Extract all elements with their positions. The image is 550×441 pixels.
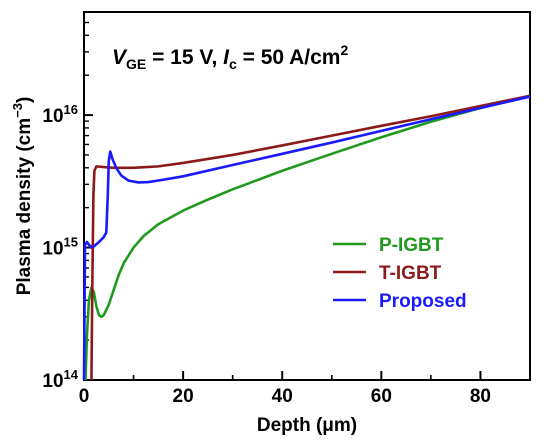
legend-label-p-igbt: P-IGBT [379,235,444,256]
series-layer [82,94,531,381]
y-tick-label-0: 1014 [42,367,78,392]
legend-label-proposed: Proposed [379,291,467,312]
x-tick-label-2: 40 [272,386,293,407]
series-line-t-igbt [90,94,531,381]
series-line-p-igbt [84,94,531,381]
ticks-layer: 0 20 40 60 80 1014 1015 1016 [42,21,491,407]
x-tick-label-0: 0 [79,386,90,407]
y-tick-label-1: 1015 [42,235,78,260]
x-tick-label-4: 80 [470,386,491,407]
legend-label-t-igbt: T-IGBT [379,263,442,284]
series-line-proposed [82,95,531,381]
y-tick-label-2: 1016 [42,102,78,127]
x-axis-label: Depth (μm) [257,415,357,436]
x-tick-label-3: 60 [371,386,392,407]
x-tick-label-1: 20 [173,386,194,407]
legend: P-IGBT T-IGBT Proposed [333,235,467,312]
conditions-annotation: VGE = 15 V, Ic = 50 A/cm2 [112,42,348,72]
y-axis-label: Plasma density (cm−3) [10,97,35,296]
plot-frame [83,11,531,381]
